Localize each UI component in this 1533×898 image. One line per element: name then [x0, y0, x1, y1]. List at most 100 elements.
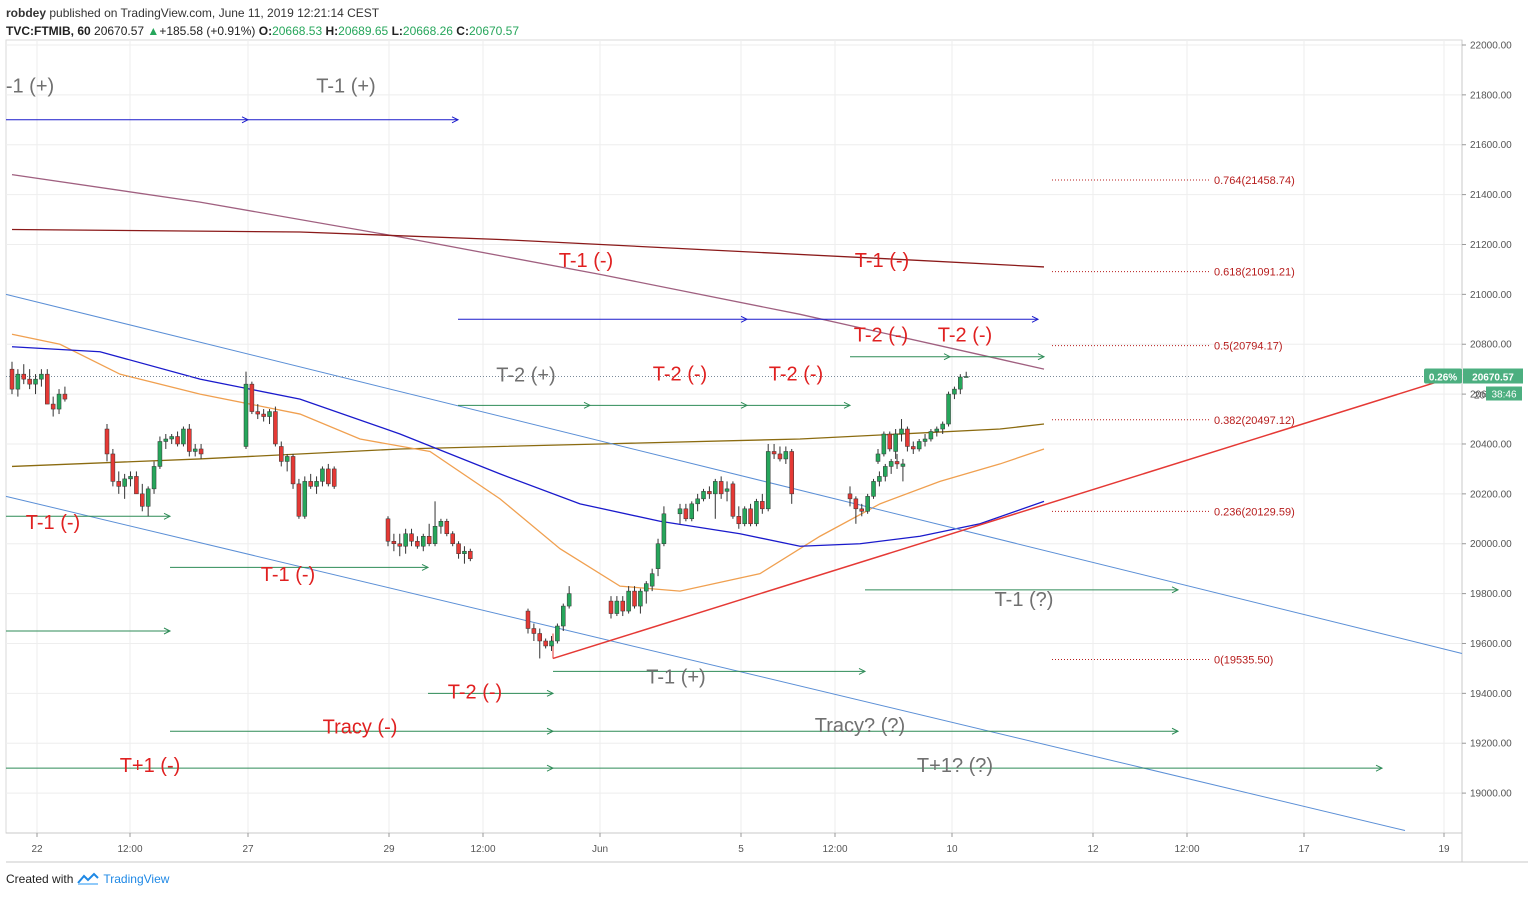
- footer: Created with TradingView: [6, 872, 169, 886]
- candle-body: [754, 501, 759, 525]
- candle-body: [128, 476, 133, 480]
- candle-body: [911, 446, 916, 450]
- candle-body: [192, 448, 198, 452]
- y-tick-label: 19400.00: [1470, 689, 1512, 700]
- ohlc-line: TVC:FTMIB, 60 20670.57 ▲+185.58 (+0.91%)…: [6, 22, 519, 40]
- symbol-label: TVC:FTMIB, 60: [6, 24, 91, 38]
- arrow-t2-minus-head: [546, 689, 555, 697]
- chart-header: robdey published on TradingView.com, Jun…: [6, 4, 519, 40]
- tradingview-logo-icon: [77, 872, 100, 885]
- candle-body: [620, 600, 626, 612]
- candle-body: [893, 433, 898, 452]
- candle-body: [385, 518, 391, 542]
- x-tick-label: 19: [1438, 844, 1450, 855]
- candle-body: [187, 428, 192, 452]
- candle-body: [899, 428, 904, 435]
- candle-body: [198, 448, 204, 455]
- publisher-line: robdey published on TradingView.com, Jun…: [6, 4, 519, 22]
- arrow-blue-mid-b-head: [1031, 315, 1040, 323]
- price-badge: 0.26% 20670.57 20 38:46: [1424, 368, 1523, 402]
- candle-body: [45, 373, 50, 405]
- candle-body: [608, 600, 614, 614]
- candle-body: [331, 468, 337, 487]
- x-tick-label: 12: [1087, 844, 1099, 855]
- close-value: 20670.57: [468, 24, 520, 38]
- x-tick-label: 22: [31, 844, 43, 855]
- candle-body: [104, 428, 110, 455]
- x-tick-label: 29: [383, 844, 395, 855]
- annotation-label: T-2 (-): [448, 681, 502, 703]
- candle-body: [163, 438, 169, 442]
- candle-body: [555, 625, 560, 642]
- x-tick-label: 12:00: [822, 844, 847, 855]
- candle-body: [946, 393, 951, 425]
- arrow-tplus1-b-head: [1375, 764, 1384, 772]
- tradingview-link[interactable]: TradingView: [103, 872, 170, 886]
- y-tick-label: 19800.00: [1470, 589, 1512, 600]
- candle-body: [887, 433, 893, 450]
- fib-level-label: 0.382(20497.12): [1214, 415, 1295, 427]
- close-label: C:: [456, 24, 469, 38]
- open-value: 20668.53: [272, 24, 323, 38]
- candle-body: [707, 491, 712, 495]
- fib-level-label: 0.764(21458.74): [1214, 175, 1295, 187]
- candle-body: [742, 508, 747, 525]
- publisher-name[interactable]: robdey: [6, 6, 47, 20]
- y-tick-label: 19600.00: [1470, 639, 1512, 650]
- candle-body: [922, 438, 928, 442]
- annotation-label: T-1 (-): [26, 512, 80, 534]
- candle-body: [450, 533, 455, 544]
- annotation-label: T-1 (+): [316, 75, 375, 97]
- candle-body: [695, 498, 700, 505]
- candle-body: [537, 633, 543, 642]
- y-tick-label: 20800.00: [1470, 340, 1512, 351]
- candle-body: [249, 383, 255, 412]
- plot-frame: [5, 39, 1463, 834]
- ma-blue-line: [11, 346, 1045, 547]
- y-tick-label: 21200.00: [1470, 240, 1512, 251]
- candle-body: [661, 513, 667, 544]
- x-tick-label: 17: [1298, 844, 1310, 855]
- x-tick-label: 5: [738, 844, 744, 855]
- candle-body: [765, 451, 771, 510]
- candle-body: [865, 496, 870, 512]
- candle-body: [883, 466, 888, 477]
- candle-body: [169, 436, 174, 440]
- candle-body: [760, 501, 765, 510]
- y-tick-label: 20000.00: [1470, 539, 1512, 550]
- candle-body: [116, 481, 122, 487]
- candle-body: [243, 383, 249, 447]
- candle-body: [21, 373, 27, 380]
- arrow-left-low-head: [163, 627, 172, 635]
- candle-body: [175, 436, 180, 445]
- candle-body: [145, 488, 151, 507]
- published-text: published on TradingView.com, June 11, 2…: [49, 6, 380, 20]
- ma-olive-line: [11, 423, 1045, 468]
- chart-axes: 22000.00 21800.00 21600.00 21400.00 21200.00…: [6, 40, 1528, 863]
- annotation-label: Tracy? (?): [815, 715, 905, 737]
- candle-body: [736, 516, 742, 525]
- annotation-label: -1 (+): [6, 75, 54, 97]
- candle-body: [255, 411, 261, 415]
- candle-body: [638, 590, 643, 607]
- low-label: L:: [391, 24, 403, 38]
- candle-body: [748, 508, 753, 525]
- low-value: 20668.26: [402, 24, 453, 38]
- annotation-label: T-1 (-): [855, 250, 909, 272]
- candle-body: [724, 488, 730, 492]
- fibonacci-levels: 0.764(21458.74) 0.618(21091.21) 0.5(20794.…: [1052, 175, 1295, 667]
- candle-body: [39, 373, 44, 380]
- annotation-label: T-2 (+): [496, 365, 555, 387]
- candle-body: [783, 451, 789, 460]
- candle-body: [181, 428, 186, 445]
- candle-body: [140, 493, 145, 507]
- x-tick-label: 27: [242, 844, 254, 855]
- candle-body: [900, 463, 906, 467]
- arrow-tracy-b-head: [1171, 727, 1180, 735]
- ma-maroon-line: [11, 228, 1045, 268]
- ma-mauve-line: [11, 174, 1045, 370]
- candle-body: [649, 573, 655, 587]
- trendline-red: [552, 373, 1463, 660]
- candle-body: [632, 590, 637, 607]
